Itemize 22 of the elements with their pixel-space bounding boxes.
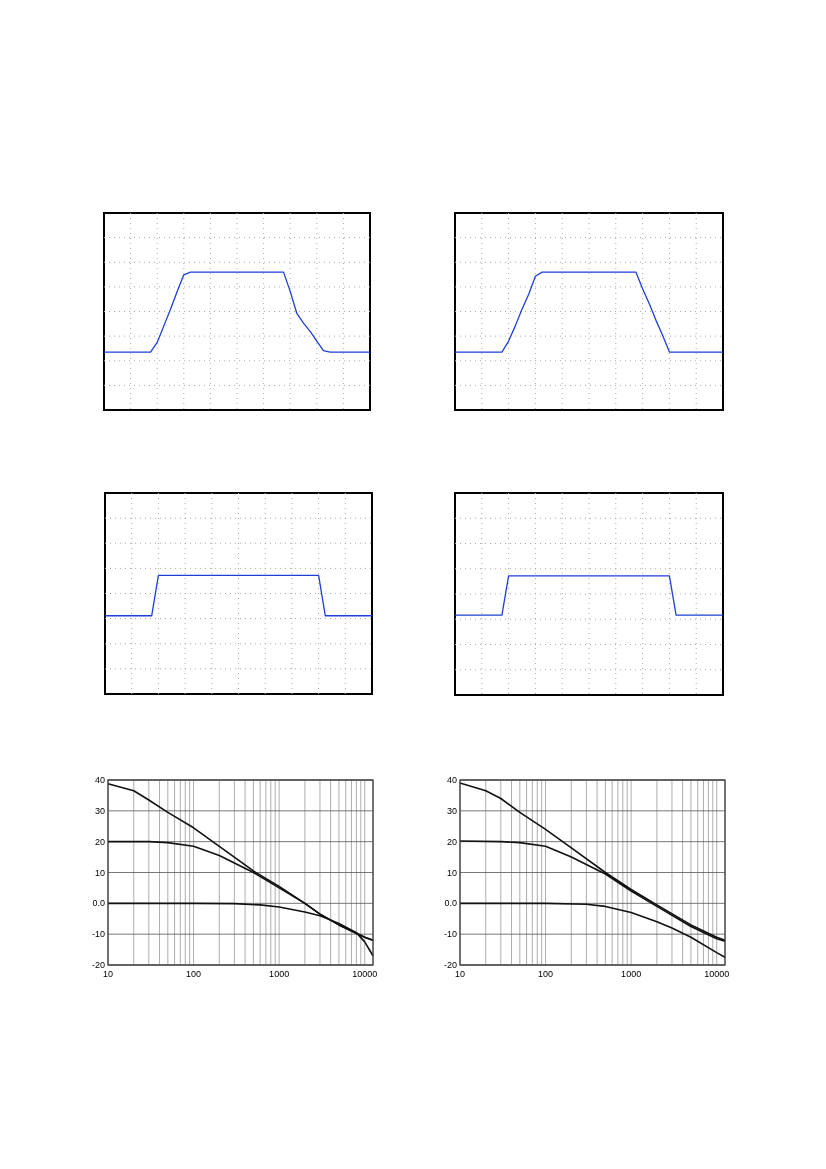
y-tick-label: 0.0 (444, 898, 457, 909)
x-tick-label: 1000 (621, 969, 642, 979)
y-tick-label: 20 (446, 836, 457, 847)
y-tick-label: 40 (94, 775, 105, 786)
x-tick-label: 10 (102, 969, 114, 979)
y-tick-label: 10 (446, 867, 457, 878)
y-tick-label: -10 (91, 929, 105, 940)
y-tick-label: -10 (443, 929, 457, 940)
x-tick-label: 10 (454, 969, 466, 979)
x-tick-label: 100 (186, 969, 202, 979)
y-tick-label: 30 (94, 805, 105, 816)
x-tick-label: 10000 (704, 969, 730, 979)
x-tick-label: 1000 (269, 969, 290, 979)
x-tick-label: 10000 (352, 969, 378, 979)
y-tick-label: -20 (443, 960, 457, 971)
x-tick-label: 100 (538, 969, 554, 979)
y-tick-label: 20 (94, 836, 105, 847)
y-tick-label: 0.0 (92, 898, 105, 909)
y-tick-label: -20 (91, 960, 105, 971)
y-tick-label: 10 (94, 867, 105, 878)
y-tick-label: 40 (446, 775, 457, 786)
y-tick-label: 30 (446, 805, 457, 816)
